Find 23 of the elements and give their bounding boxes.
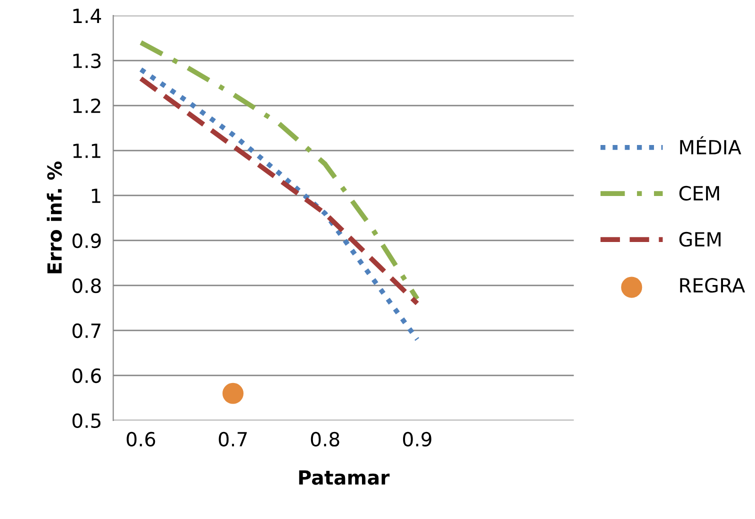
legend-label: REGRA xyxy=(680,278,746,293)
y-tick-label: 0.9 xyxy=(72,233,101,248)
y-tick-label: 1.2 xyxy=(73,98,100,113)
line-series xyxy=(138,40,420,302)
legend-label: GEM xyxy=(679,232,721,247)
x-tick-label: 0.8 xyxy=(310,432,340,447)
y-tick-label: 0.7 xyxy=(72,323,100,338)
legend-label: MÉDIA xyxy=(680,136,742,154)
y-axis-title: Erro inf. % xyxy=(46,162,62,274)
legend-label: CEM xyxy=(679,186,720,201)
x-axis-title: Patamar xyxy=(299,470,390,485)
y-tick-label: 0.6 xyxy=(72,368,101,384)
y-tick-label: 1.1 xyxy=(73,144,100,158)
y-tick-label: 1 xyxy=(92,188,100,203)
y-tick-label: 0.5 xyxy=(72,413,100,428)
y-tick-label: 1.4 xyxy=(73,8,102,23)
y-tick-label: 0.8 xyxy=(72,278,101,294)
line-series xyxy=(138,67,420,342)
x-tick-label: 0.6 xyxy=(126,432,156,447)
line-series xyxy=(138,76,420,306)
x-tick-label: 0.9 xyxy=(403,432,432,447)
y-tick-label: 1.3 xyxy=(73,54,101,68)
x-tick-label: 0.7 xyxy=(218,432,247,447)
